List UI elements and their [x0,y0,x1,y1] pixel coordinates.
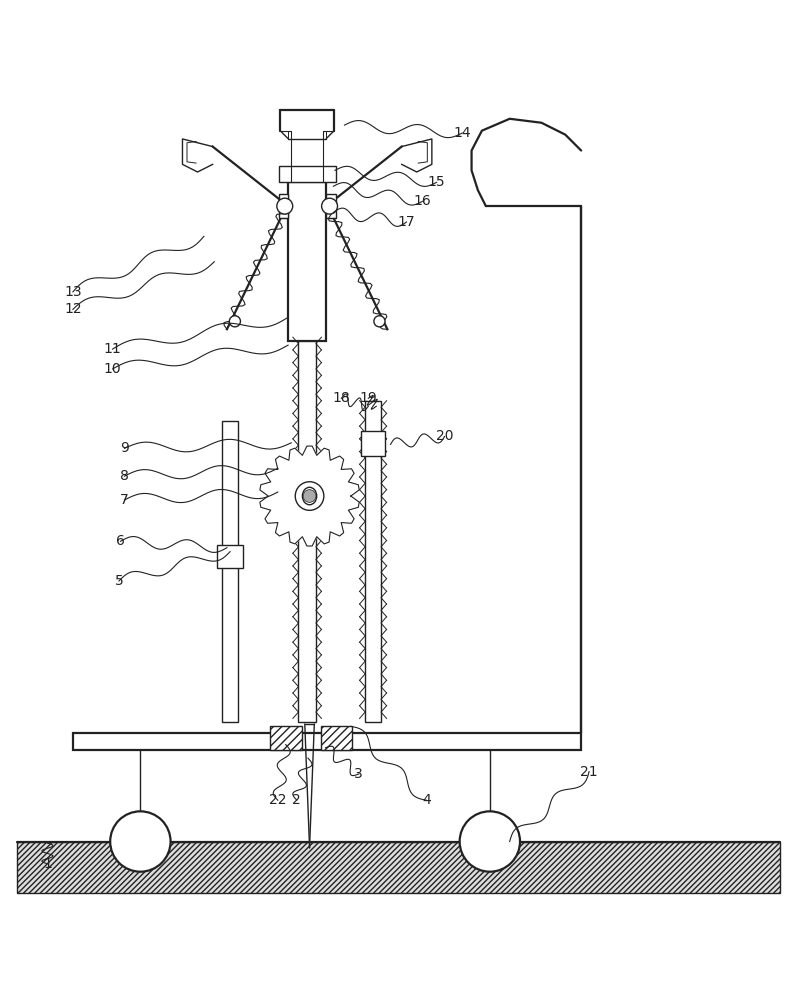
Bar [279,194,288,218]
Bar [361,431,385,456]
Ellipse shape [302,487,316,505]
Bar [320,726,352,750]
Text: 13: 13 [64,285,81,299]
Bar [279,166,336,182]
Bar [326,194,336,218]
Bar [288,182,326,341]
Text: 18: 18 [332,391,350,405]
Text: 1: 1 [43,857,52,871]
Text: 7: 7 [120,493,129,507]
Circle shape [230,316,241,327]
Text: 6: 6 [116,534,125,548]
Text: 5: 5 [115,574,124,588]
Text: 11: 11 [104,342,121,356]
Circle shape [322,198,337,214]
Circle shape [110,811,171,872]
Bar [270,726,301,750]
Bar [218,545,243,568]
Circle shape [460,811,520,872]
Text: 16: 16 [414,194,431,208]
Text: 21: 21 [580,765,598,779]
Text: 4: 4 [422,793,430,807]
Bar [18,842,779,893]
Bar [222,421,238,722]
Bar [365,401,381,722]
Polygon shape [260,446,359,546]
Text: 10: 10 [104,362,121,376]
Text: 2: 2 [292,793,301,807]
Text: 8: 8 [120,469,129,483]
Text: 17: 17 [398,215,415,229]
Bar [298,341,316,722]
Circle shape [295,482,324,510]
Circle shape [374,316,385,327]
Text: 14: 14 [453,126,471,140]
Text: 15: 15 [428,175,446,189]
Text: 3: 3 [355,767,363,781]
Text: 9: 9 [120,441,129,455]
Bar [73,733,581,750]
Text: 12: 12 [64,302,81,316]
Text: 22: 22 [269,793,287,807]
Circle shape [277,198,292,214]
Text: 19: 19 [359,391,377,405]
Circle shape [303,490,316,502]
Text: 20: 20 [436,429,453,443]
